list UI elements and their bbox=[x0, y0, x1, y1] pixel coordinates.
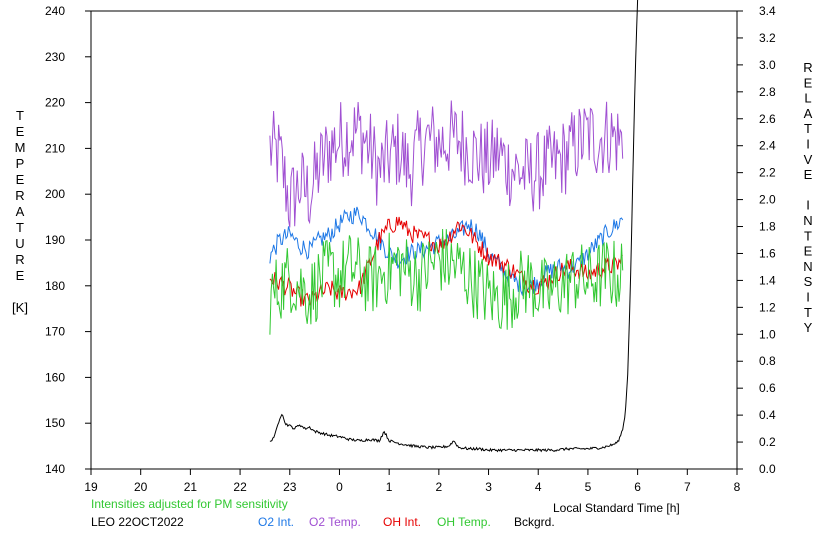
y-right-tick-label: 2.8 bbox=[759, 85, 776, 99]
x-tick-label: 3 bbox=[485, 480, 492, 494]
x-axis-label: Local Standard Time [h] bbox=[553, 501, 680, 515]
y-label-right-letter: E bbox=[804, 244, 813, 259]
y-right-tick-label: 2.4 bbox=[759, 139, 776, 153]
y-label-left-letter: R bbox=[15, 188, 24, 203]
x-tick-label: 0 bbox=[336, 480, 343, 494]
y-label-left-letter: E bbox=[16, 172, 25, 187]
y-label-right-letter: E bbox=[804, 75, 813, 90]
y-label-left-letter: P bbox=[16, 156, 25, 171]
y-left-tick-label: 160 bbox=[45, 370, 65, 384]
y-left-tick-label: 240 bbox=[45, 4, 65, 18]
y-label-left-letter: E bbox=[16, 124, 25, 139]
y-axis-right: 0.0 0.2 0.4 0.6 0.8 1.0 1.2 1.4 1.6 1.8 2.0 2.2 2.4 2… bbox=[737, 4, 776, 476]
y-left-tick-label: 230 bbox=[45, 50, 65, 64]
y-label-right-letter: N bbox=[803, 213, 812, 228]
y-left-tick-label: 150 bbox=[45, 416, 65, 430]
plot-frame bbox=[90, 10, 738, 470]
y-right-tick-label: 3.0 bbox=[759, 58, 776, 72]
y-left-tick-label: 220 bbox=[45, 96, 65, 110]
y-right-tick-label: 0.6 bbox=[759, 381, 776, 395]
series-line bbox=[269, 100, 624, 228]
x-tick-label: 4 bbox=[535, 480, 542, 494]
y-label-right-letter: R bbox=[803, 60, 812, 75]
y-label-left-letter: T bbox=[16, 108, 24, 123]
y-label-right-letter: I bbox=[806, 198, 810, 213]
y-label-left-letter: M bbox=[15, 140, 26, 155]
y-left-tick-label: 170 bbox=[45, 325, 65, 339]
x-tick-label: 22 bbox=[233, 480, 247, 494]
legend-entry: O2 Int. bbox=[258, 515, 294, 529]
x-tick-label: 7 bbox=[684, 480, 691, 494]
x-tick-label: 2 bbox=[436, 480, 443, 494]
y-label-right-letter: V bbox=[804, 152, 813, 167]
series-line bbox=[269, 228, 624, 335]
y-right-tick-label: 2.2 bbox=[759, 166, 776, 180]
y-label-right-letter: I bbox=[806, 137, 810, 152]
y-right-tick-label: 1.8 bbox=[759, 220, 776, 234]
y-label-right-letter: T bbox=[804, 121, 812, 136]
y-right-tick-label: 1.6 bbox=[759, 246, 776, 260]
x-axis: 19 20 21 22 23 0 1 2 3 4 5 6 7 8 bbox=[84, 469, 741, 494]
y-left-tick-label: 180 bbox=[45, 279, 65, 293]
y-left-tick-label: 140 bbox=[45, 462, 65, 476]
y-right-tick-label: 0.0 bbox=[759, 462, 776, 476]
legend-entry: OH Int. bbox=[383, 515, 421, 529]
y-label-left-letter: R bbox=[15, 252, 24, 267]
y-label-right-letter: L bbox=[804, 91, 811, 106]
legend-entry: OH Temp. bbox=[437, 515, 491, 529]
x-tick-label: 20 bbox=[134, 480, 148, 494]
y-axis-left: 140 150 160 170 180 190 200 210 220 230 240 bbox=[45, 4, 91, 476]
station-date: LEO 22OCT2022 bbox=[91, 515, 184, 529]
y-label-left-letter: [K] bbox=[12, 300, 28, 315]
y-label-right-letter: T bbox=[804, 305, 812, 320]
y-right-tick-label: 3.4 bbox=[759, 4, 776, 18]
series-layer bbox=[269, 0, 639, 453]
x-tick-label: 21 bbox=[184, 480, 198, 494]
y-label-left-letter: A bbox=[16, 204, 25, 219]
y-label-right-letter: N bbox=[803, 259, 812, 274]
y-right-tick-label: 0.8 bbox=[759, 354, 776, 368]
adjustment-note: Intensities adjusted for PM sensitivity bbox=[91, 497, 288, 511]
legend: O2 Int. O2 Temp. OH Int. OH Temp. Bckgrd. bbox=[258, 515, 555, 529]
x-tick-label: 1 bbox=[386, 480, 393, 494]
x-tick-label: 8 bbox=[734, 480, 741, 494]
x-tick-label: 23 bbox=[283, 480, 297, 494]
y-right-tick-label: 2.0 bbox=[759, 193, 776, 207]
legend-entry: Bckgrd. bbox=[514, 515, 555, 529]
y-label-right-letter: A bbox=[804, 106, 813, 121]
legend-entry: O2 Temp. bbox=[309, 515, 361, 529]
y-left-tick-label: 190 bbox=[45, 233, 65, 247]
y-right-tick-label: 1.4 bbox=[759, 273, 776, 287]
y-label-left-letter: E bbox=[16, 268, 25, 283]
y-left-tick-label: 210 bbox=[45, 141, 65, 155]
y-left-tick-label: 200 bbox=[45, 187, 65, 201]
y-right-tick-label: 3.2 bbox=[759, 31, 776, 45]
y-right-tick-label: 2.6 bbox=[759, 112, 776, 126]
y-label-right-letter: T bbox=[804, 228, 812, 243]
x-tick-label: 5 bbox=[585, 480, 592, 494]
y-label-right-letter: S bbox=[804, 274, 813, 289]
y-label-left-letter: U bbox=[15, 236, 24, 251]
y-right-tick-label: 0.2 bbox=[759, 435, 776, 449]
series-line bbox=[269, 0, 639, 453]
y-right-tick-label: 1.2 bbox=[759, 300, 776, 314]
y-right-tick-label: 1.0 bbox=[759, 327, 776, 341]
y-label-left-letter: T bbox=[16, 220, 24, 235]
y-right-tick-label: 0.4 bbox=[759, 408, 776, 422]
y-label-right-letter: Y bbox=[804, 320, 813, 335]
x-tick-label: 6 bbox=[634, 480, 641, 494]
y-label-right-letter: E bbox=[804, 167, 813, 182]
y-label-right-letter: I bbox=[806, 290, 810, 305]
x-tick-label: 19 bbox=[84, 480, 98, 494]
